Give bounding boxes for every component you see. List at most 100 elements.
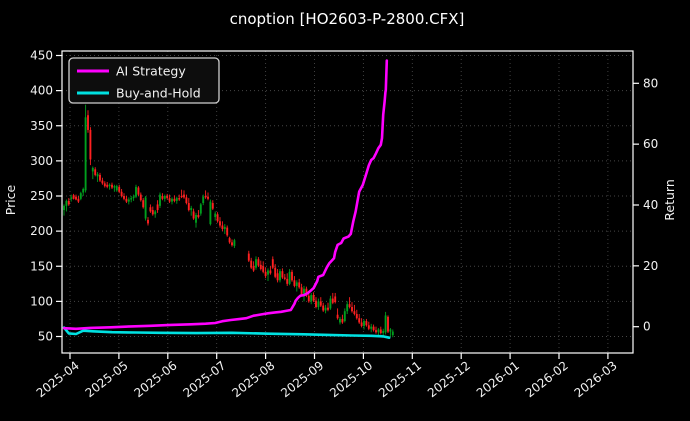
candle-body <box>339 318 341 323</box>
candle-body <box>159 194 161 206</box>
candle-body <box>190 207 193 211</box>
candle-body <box>387 316 389 332</box>
candle-body <box>348 304 351 307</box>
candle-body <box>204 196 207 198</box>
candle-body <box>156 204 159 211</box>
buy-and-hold-line <box>62 326 391 340</box>
x-axis: 2025-04 2025-05 2025-06 2025-07 2025-08 2025-… <box>34 353 620 400</box>
candle-body <box>187 203 190 211</box>
legend-label: Buy-and-Hold <box>116 86 201 101</box>
candle-body <box>70 197 73 199</box>
candle-body <box>247 253 250 261</box>
legend-label: AI Strategy <box>116 64 186 79</box>
legend-box: AI Strategy Buy-and-Hold <box>68 57 220 104</box>
candle-body <box>233 240 236 246</box>
candle-body <box>353 311 356 315</box>
candle-body <box>211 203 214 209</box>
candle-body <box>367 325 370 329</box>
candle-body <box>79 193 82 199</box>
candle-body <box>192 211 195 219</box>
candle-body <box>144 197 147 219</box>
candle-body <box>139 194 142 201</box>
candles-layer <box>63 104 394 338</box>
candle-body <box>365 321 368 326</box>
candle-body <box>377 329 380 333</box>
candle-body <box>127 199 130 202</box>
candle-body <box>315 300 317 307</box>
candle-body <box>351 306 353 312</box>
candle-body <box>183 194 185 198</box>
candle-body <box>135 186 137 197</box>
candle-body <box>223 226 226 230</box>
candle-body <box>271 259 274 268</box>
y2-tick-label: 20 <box>643 259 658 273</box>
candle-body <box>303 288 305 295</box>
candle-body <box>324 307 327 311</box>
candle-body <box>185 197 188 204</box>
candle-body <box>130 198 133 200</box>
candle-body <box>75 196 77 200</box>
candle-body <box>307 295 310 302</box>
candle-body <box>228 238 231 243</box>
candle-body <box>82 188 85 193</box>
candle-body <box>259 264 262 270</box>
candle-body <box>343 311 346 322</box>
y-tick-label: 450 <box>30 49 53 63</box>
candle-body <box>370 326 373 329</box>
candle-body <box>226 227 229 236</box>
candle-body <box>84 117 87 191</box>
candle-body <box>355 314 358 319</box>
candle-body <box>298 282 301 288</box>
candle-body <box>108 184 111 187</box>
candle-body <box>137 187 140 195</box>
candle-body <box>274 267 277 277</box>
candle-body <box>113 186 116 188</box>
x-tick-label: 2025-09 <box>278 358 326 400</box>
candle-body <box>219 221 221 226</box>
candle-body <box>346 304 349 312</box>
y2-tick-label: 40 <box>643 198 658 212</box>
candle-body <box>334 296 337 303</box>
candle-body <box>132 196 135 199</box>
x-tick-label: 2025-08 <box>229 358 277 400</box>
y-tick-label: 350 <box>30 119 53 133</box>
chart-title: cnoption [HO2603-P-2800.CFX] <box>230 10 465 28</box>
candle-body <box>384 315 387 333</box>
candle-body <box>147 219 149 224</box>
candle-body <box>175 198 178 201</box>
candle-body <box>89 129 92 160</box>
left-axis: 50 100 150 200 250 300 350 400 450 <box>30 49 62 344</box>
candle-body <box>216 214 219 222</box>
candle-body <box>293 280 296 286</box>
candle-body <box>173 198 176 201</box>
candle-body <box>166 196 169 199</box>
candle-body <box>360 322 363 326</box>
candle-body <box>283 277 286 279</box>
y2-tick-label: 60 <box>643 137 658 151</box>
candle-body <box>329 298 332 309</box>
candle-body <box>197 214 200 218</box>
y-tick-label: 200 <box>30 224 53 238</box>
x-tick-label: 2025-10 <box>327 358 375 400</box>
candle-body <box>375 330 377 333</box>
candle-body <box>264 271 267 277</box>
y-tick-label: 250 <box>30 189 53 203</box>
y-tick-label: 150 <box>30 259 53 273</box>
candle-body <box>322 305 325 311</box>
candle-body <box>118 186 121 192</box>
candle-body <box>291 271 293 281</box>
candle-body <box>115 186 118 191</box>
candle-body <box>279 271 281 281</box>
candle-body <box>178 198 181 200</box>
candle-body <box>319 301 322 306</box>
candle-body <box>379 329 382 333</box>
y-tick-label: 100 <box>30 294 53 308</box>
plot-frame <box>61 50 634 354</box>
y-tick-label: 300 <box>30 154 53 168</box>
candle-body <box>72 195 75 199</box>
candle-body <box>163 196 166 199</box>
x-tick-label: 2026-01 <box>474 358 522 400</box>
candle-body <box>63 205 65 211</box>
candle-body <box>91 167 94 172</box>
